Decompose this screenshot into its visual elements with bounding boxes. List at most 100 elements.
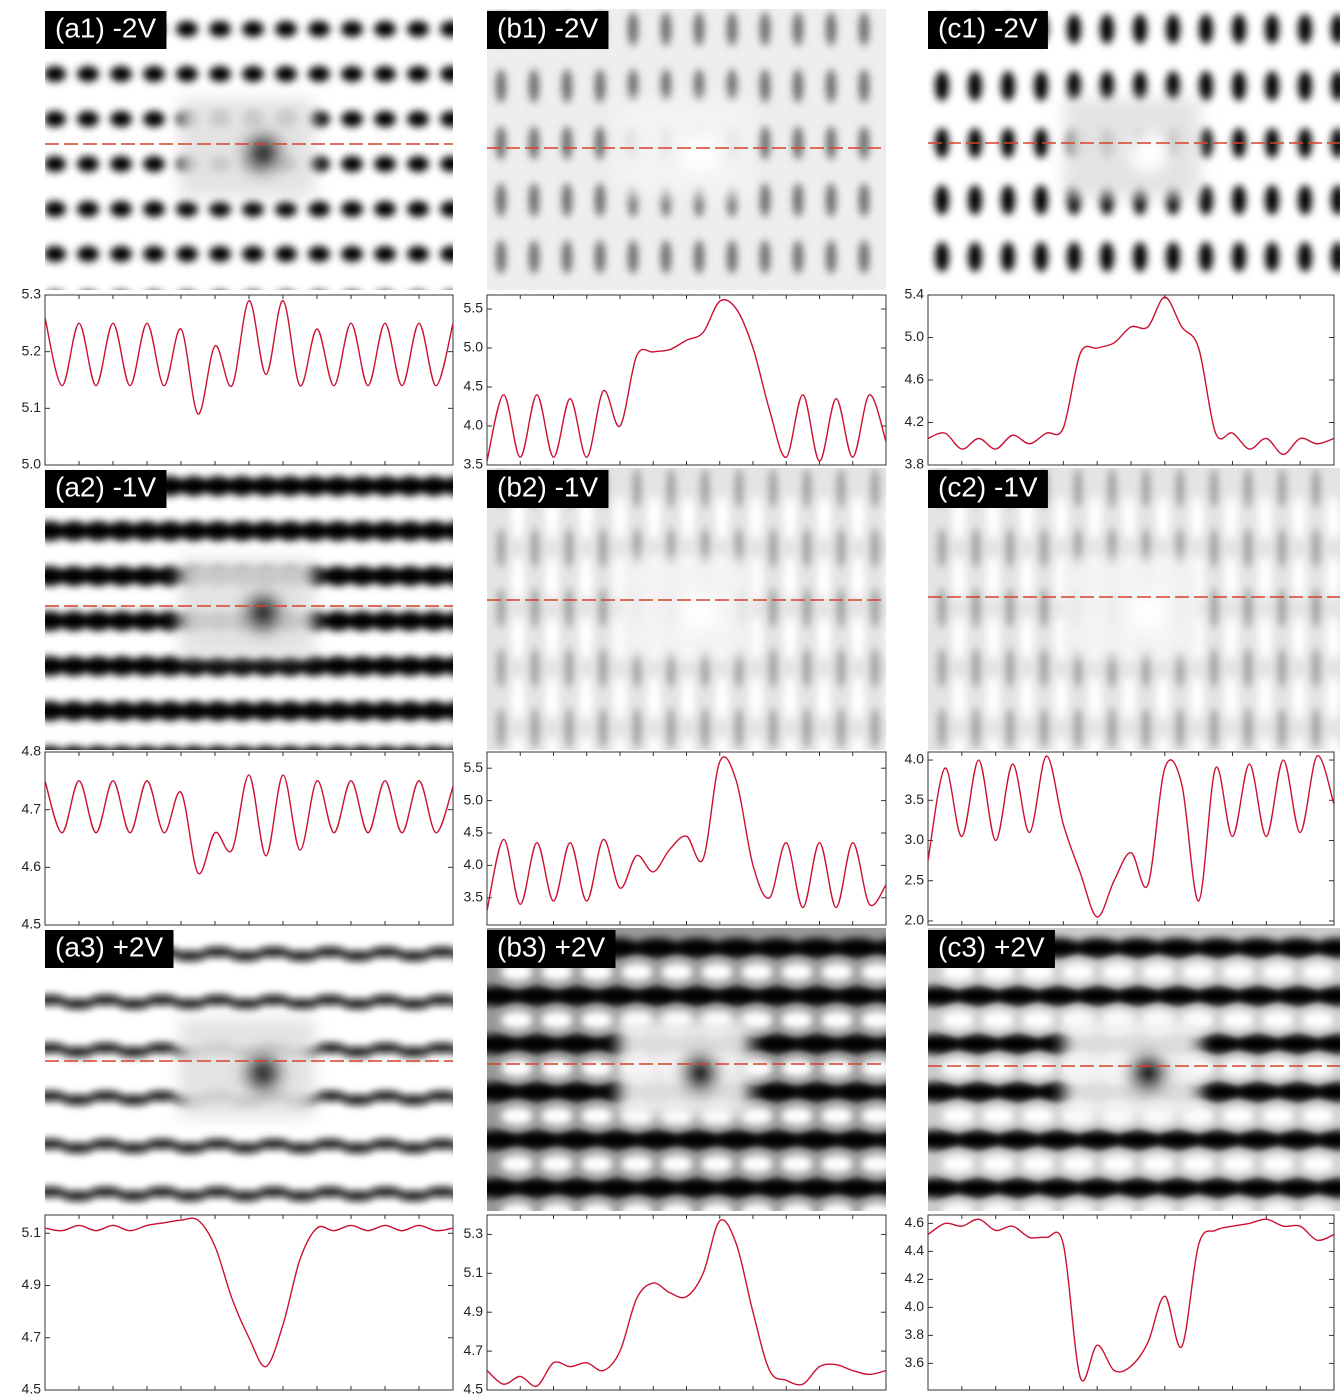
texture-spot	[1034, 185, 1048, 215]
texture-spot	[425, 947, 459, 957]
texture-spot	[374, 246, 396, 262]
y-tick-label: 4.0	[905, 751, 925, 767]
texture-spot	[935, 242, 949, 272]
panel-label: (a3) +2V	[55, 931, 163, 962]
texture-spot	[77, 246, 99, 262]
texture-spot	[1001, 185, 1015, 215]
texture-spot	[1088, 676, 1102, 720]
panel-label: (b3) +2V	[497, 931, 605, 962]
texture-spot	[1001, 71, 1015, 101]
plot-frame	[487, 1215, 886, 1390]
texture-spot	[545, 556, 559, 600]
texture-spot	[681, 496, 695, 540]
texture-spot	[1292, 556, 1306, 600]
texture-spot	[1122, 496, 1136, 540]
texture-spot	[938, 528, 946, 568]
texture-spot	[110, 246, 132, 262]
texture-spot	[667, 468, 675, 508]
texture-spot	[1022, 1155, 1054, 1173]
texture-spot	[1298, 14, 1312, 44]
texture-spot	[826, 12, 836, 46]
texture-spot	[952, 556, 966, 600]
texture-spot	[1224, 496, 1238, 540]
texture-spot	[440, 156, 462, 172]
texture-spot	[783, 676, 797, 720]
texture-spot	[565, 588, 573, 628]
texture-spot	[1262, 1059, 1294, 1077]
panel-label: (c1) -2V	[938, 12, 1038, 43]
texture-spot	[565, 648, 573, 688]
texture-spot	[701, 708, 709, 748]
texture-spot	[453, 1143, 487, 1153]
texture-spot	[859, 183, 869, 217]
texture-spot	[143, 201, 165, 217]
y-tick-label: 4.7	[22, 800, 42, 816]
texture-spot	[511, 616, 525, 660]
texture-spot	[749, 496, 763, 540]
texture-spot	[110, 66, 132, 82]
texture-spot	[1232, 242, 1246, 272]
texture-spot	[749, 556, 763, 600]
texture-spot	[1102, 963, 1134, 981]
texture-spot	[374, 66, 396, 82]
y-tick-label: 5.3	[22, 286, 42, 302]
texture-spot	[982, 1011, 1014, 1029]
y-tick-label: 4.0	[464, 856, 484, 872]
texture-spot	[599, 528, 607, 568]
texture-spot	[892, 297, 902, 331]
texture-spot	[821, 1155, 853, 1173]
texture-spot	[1166, 71, 1180, 101]
texture-spot	[453, 1095, 487, 1105]
plot-frame	[928, 295, 1334, 465]
texture-spot	[715, 676, 729, 720]
defect	[619, 1019, 751, 1118]
texture-spot	[769, 528, 777, 568]
texture-spot	[661, 1155, 693, 1173]
texture-spot	[1222, 1011, 1254, 1029]
plot-frame	[45, 295, 453, 465]
y-tick-label: 4.2	[905, 413, 925, 429]
plot-frame	[928, 752, 1334, 925]
texture-spot	[496, 183, 506, 217]
texture-spot	[942, 1155, 974, 1173]
texture-spot	[44, 66, 66, 82]
texture-spot	[1108, 468, 1116, 508]
texture-spot	[1265, 185, 1279, 215]
texture-spot	[749, 676, 763, 720]
texture-spot	[374, 21, 396, 37]
texture-spot	[871, 648, 879, 688]
texture-spot	[935, 71, 949, 101]
defect-spot	[1129, 133, 1167, 172]
y-tick-label: 4.6	[905, 1214, 925, 1230]
y-tick-label: 5.0	[905, 328, 925, 344]
texture-spot	[497, 528, 505, 568]
texture-spot	[1040, 648, 1048, 688]
texture-spot	[44, 111, 66, 127]
texture-spot	[803, 648, 811, 688]
panel-label: (b2) -1V	[497, 471, 598, 502]
texture-spot	[595, 126, 605, 160]
texture-spot	[1224, 616, 1238, 660]
texture-spot	[1022, 1107, 1054, 1125]
texture-spot	[529, 126, 539, 160]
texture-spot	[727, 69, 737, 103]
texture-spot	[209, 246, 231, 262]
texture-spot	[859, 126, 869, 160]
texture-spot	[1244, 528, 1252, 568]
y-tick-label: 4.5	[22, 916, 42, 932]
texture-spot	[859, 12, 869, 46]
texture-spot	[595, 240, 605, 274]
texture-spot	[741, 1155, 773, 1173]
texture-spot	[1210, 528, 1218, 568]
texture-spot	[861, 1155, 893, 1173]
texture-spot	[1102, 1155, 1134, 1173]
texture-spot	[826, 240, 836, 274]
texture-spot	[541, 1059, 573, 1077]
texture-spot	[1199, 242, 1213, 272]
texture-spot	[1133, 71, 1147, 101]
texture-spot	[374, 156, 396, 172]
texture-spot	[1210, 468, 1218, 508]
texture-spot	[613, 676, 627, 720]
texture-spot	[275, 21, 297, 37]
texture-spot	[735, 708, 743, 748]
